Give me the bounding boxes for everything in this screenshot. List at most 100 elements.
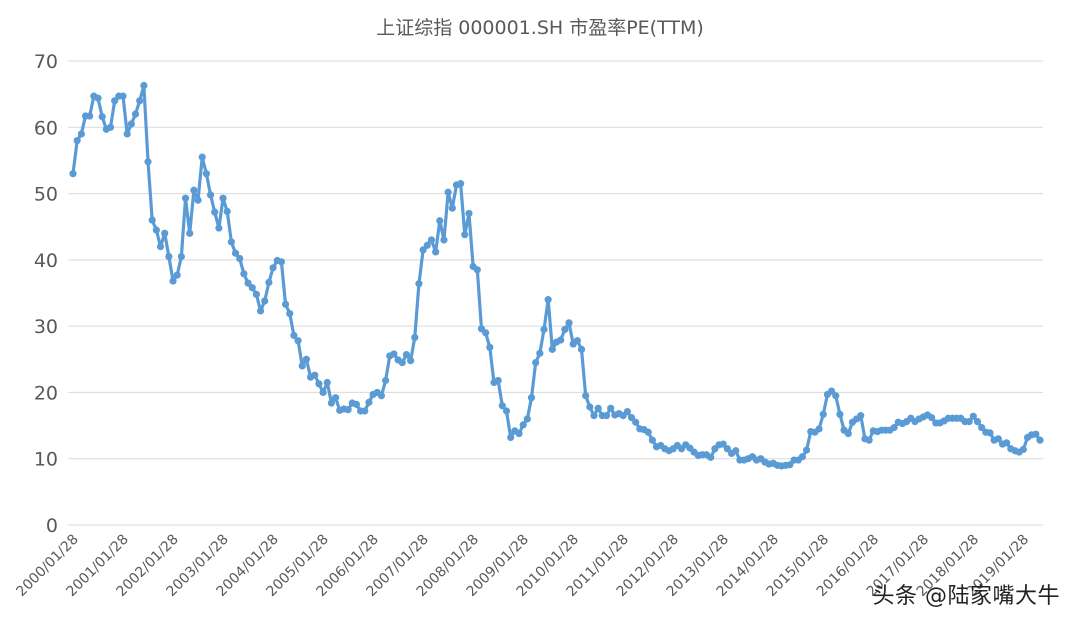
data-point (523, 415, 531, 423)
data-point (265, 278, 273, 286)
data-point (627, 414, 636, 422)
data-point (786, 461, 794, 469)
data-point (548, 345, 556, 353)
data-point (344, 406, 352, 414)
data-point (136, 97, 144, 105)
data-point (161, 229, 169, 237)
data-point (482, 329, 490, 337)
data-point (152, 226, 160, 234)
data-point (352, 400, 361, 408)
data-point (732, 447, 740, 455)
data-point (440, 236, 448, 244)
data-point (119, 92, 127, 100)
data-point (519, 421, 527, 429)
data-point (269, 264, 277, 272)
y-tick-label: 0 (46, 515, 58, 537)
data-point (415, 280, 423, 288)
data-point (323, 378, 331, 387)
data-point (527, 394, 536, 402)
chart-title: 上证综指 000001.SH 市盈率PE(TTM) (376, 17, 704, 39)
data-point (302, 355, 311, 363)
data-point (557, 336, 565, 344)
data-point (361, 407, 369, 415)
data-point (623, 408, 631, 416)
data-point (131, 110, 140, 118)
y-tick-label: 30 (34, 316, 58, 338)
data-point (457, 180, 465, 188)
data-point (127, 120, 135, 128)
data-point (827, 387, 836, 395)
data-point (223, 207, 231, 216)
data-point (607, 404, 615, 412)
y-tick-label: 40 (34, 250, 58, 272)
data-point (186, 229, 194, 237)
data-point (244, 279, 252, 287)
data-point (602, 412, 611, 420)
data-point (723, 445, 731, 453)
data-point (86, 112, 94, 120)
data-point (502, 407, 511, 415)
data-point (590, 412, 598, 420)
data-point (798, 453, 807, 461)
data-point (836, 410, 844, 418)
data-point (73, 136, 81, 145)
data-point (544, 296, 552, 304)
data-point (969, 412, 977, 420)
data-point (532, 359, 540, 367)
data-point (169, 277, 177, 285)
data-point (281, 300, 290, 308)
data-point (173, 271, 181, 279)
data-point (648, 436, 656, 444)
data-point (331, 394, 340, 402)
y-tick-label: 60 (34, 117, 58, 139)
data-point (461, 231, 469, 239)
data-point (444, 188, 452, 196)
data-point (390, 350, 398, 358)
data-point (240, 270, 248, 278)
data-point (402, 351, 411, 359)
data-point (865, 436, 873, 444)
watermark-text: 头条 @陆家嘴大牛 (872, 584, 1060, 609)
data-point (890, 423, 898, 432)
data-point (194, 196, 202, 204)
data-point (582, 392, 590, 400)
data-point (202, 170, 210, 178)
data-point (540, 325, 548, 334)
data-point (973, 417, 982, 426)
data-point (106, 123, 115, 131)
data-point (294, 337, 302, 345)
data-point (227, 238, 235, 246)
data-point (148, 216, 156, 224)
data-point (1036, 436, 1044, 444)
data-point (144, 158, 152, 166)
y-tick-label: 50 (34, 184, 58, 206)
data-point (311, 371, 319, 379)
data-point (407, 357, 415, 365)
data-point (286, 309, 294, 318)
data-point (465, 209, 473, 218)
data-point (365, 398, 373, 406)
data-point (181, 194, 190, 202)
data-point (844, 429, 852, 438)
data-point (215, 224, 223, 232)
data-point (644, 428, 652, 436)
data-point (198, 153, 206, 161)
data-point (1019, 445, 1027, 454)
data-point (448, 204, 456, 212)
data-point (377, 392, 386, 400)
data-point (298, 362, 306, 370)
data-point (123, 130, 131, 138)
series-points (69, 81, 1044, 470)
data-point (206, 191, 215, 199)
data-point (819, 410, 827, 418)
data-point (252, 290, 260, 298)
data-point (427, 236, 436, 244)
data-point (928, 414, 936, 422)
data-point (77, 130, 85, 138)
data-point (719, 440, 727, 448)
data-point (140, 81, 148, 90)
data-point (423, 241, 431, 249)
data-point (156, 243, 165, 251)
data-point (802, 446, 811, 454)
